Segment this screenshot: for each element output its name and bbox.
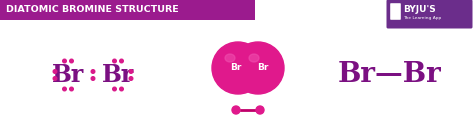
Circle shape — [113, 87, 116, 91]
Circle shape — [91, 77, 95, 80]
Circle shape — [70, 87, 73, 91]
Circle shape — [129, 77, 133, 80]
Text: Br: Br — [102, 63, 134, 87]
Bar — [0, 0, 255, 20]
Circle shape — [256, 106, 264, 114]
Text: BYJU'S: BYJU'S — [403, 6, 436, 14]
Ellipse shape — [249, 54, 259, 62]
Text: The Learning App: The Learning App — [403, 16, 441, 20]
Text: Br: Br — [230, 63, 242, 72]
Text: Br—Br: Br—Br — [338, 62, 442, 88]
Circle shape — [232, 106, 240, 114]
Text: Br: Br — [52, 63, 84, 87]
Circle shape — [120, 59, 123, 63]
Text: Br: Br — [257, 63, 269, 72]
Circle shape — [232, 42, 284, 94]
Circle shape — [212, 42, 264, 94]
Circle shape — [91, 70, 95, 73]
Circle shape — [113, 59, 116, 63]
FancyBboxPatch shape — [390, 3, 401, 20]
Circle shape — [63, 87, 66, 91]
Circle shape — [120, 87, 123, 91]
FancyBboxPatch shape — [386, 0, 473, 29]
Circle shape — [53, 70, 57, 73]
Circle shape — [129, 70, 133, 73]
Circle shape — [63, 59, 66, 63]
Text: DIATOMIC BROMINE STRUCTURE: DIATOMIC BROMINE STRUCTURE — [6, 6, 179, 14]
Circle shape — [53, 77, 57, 80]
Ellipse shape — [225, 54, 235, 62]
Circle shape — [70, 59, 73, 63]
